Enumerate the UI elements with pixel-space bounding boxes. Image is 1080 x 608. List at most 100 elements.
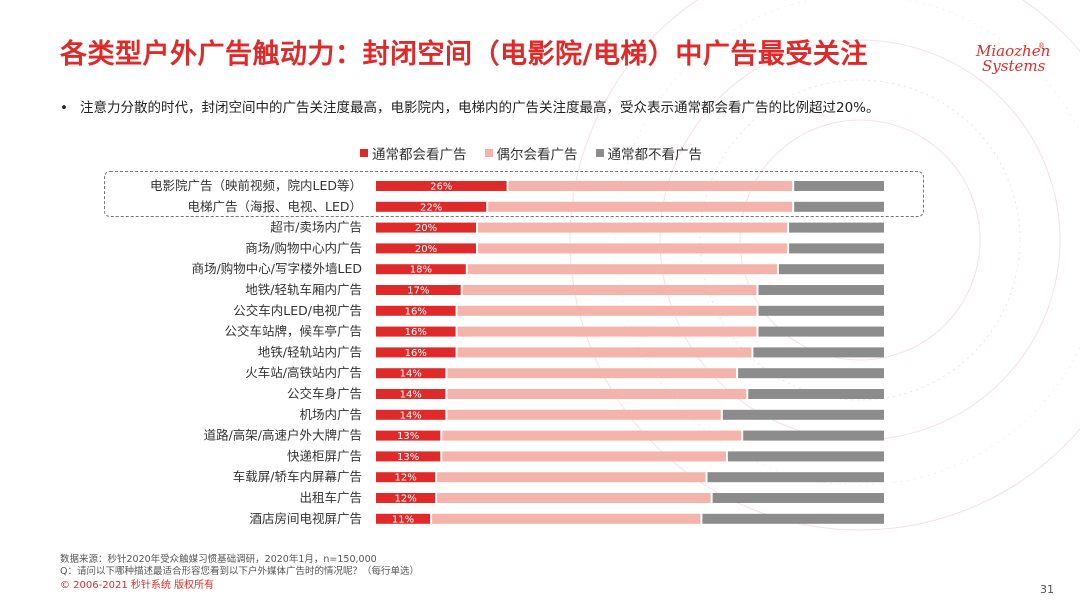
legend-item-never: 通常都不看广告 — [595, 143, 703, 163]
bar-never — [743, 430, 884, 441]
bar-never — [758, 326, 884, 337]
bar-often — [376, 201, 487, 212]
bar-sometimes — [467, 264, 777, 275]
bar-value-label: 12% — [394, 473, 416, 484]
category-label: 快递柜屏广告 — [287, 448, 362, 463]
bar-never — [707, 472, 884, 483]
bar-often — [376, 264, 466, 275]
bar-often — [376, 389, 446, 399]
legend-swatch-sometimes — [484, 149, 493, 157]
closed-space-highlight-box — [104, 171, 924, 217]
bar-often — [376, 493, 436, 503]
category-label: 电影院广告（映前视频，院内LED等） — [150, 178, 362, 193]
logo-line-1: Miaozhen — [976, 42, 1051, 60]
category-label: 机场内广告 — [299, 407, 362, 422]
bar-value-label: 16% — [405, 327, 427, 338]
bar-value-label: 14% — [400, 410, 422, 421]
bar-value-label: 22% — [420, 202, 442, 213]
legend-swatch-often — [360, 149, 368, 157]
legend-item-often: 通常都会看广告 — [360, 143, 467, 163]
legend-item-sometimes: 偶尔会看广告 — [484, 143, 578, 163]
bar-sometimes — [447, 368, 737, 379]
bar-value-label: 14% — [400, 369, 422, 380]
bar-never — [753, 347, 884, 358]
bar-sometimes — [432, 513, 701, 524]
bar-never — [722, 409, 884, 420]
bar-sometimes — [447, 409, 721, 420]
bar-sometimes — [478, 243, 788, 254]
bar-never — [794, 181, 884, 191]
bar-sometimes — [442, 430, 742, 441]
bar-value-label: 16% — [405, 306, 427, 317]
bar-sometimes — [437, 493, 711, 503]
bar-often — [376, 347, 456, 358]
bar-sometimes — [437, 472, 706, 483]
category-label: 公交车内LED/电视广告 — [233, 303, 362, 318]
chart-legend: 通常都会看广告 偶尔会看广告 通常都不看广告 — [360, 143, 702, 163]
bar-never — [727, 451, 884, 462]
bar-value-label: 13% — [397, 431, 419, 442]
category-label: 道路/高架/高速户外大牌广告 — [204, 428, 362, 443]
category-label: 地铁/轻轨站内广告 — [258, 344, 362, 359]
legend-label-never: 通常都不看广告 — [607, 147, 703, 163]
bar-sometimes — [488, 201, 793, 212]
bar-often — [376, 305, 456, 316]
category-label: 商场/购物中心内广告 — [245, 240, 362, 255]
bar-never — [758, 305, 884, 316]
company-logo: Miaozhen Systems ® — [976, 42, 1051, 74]
bar-value-label: 18% — [410, 265, 432, 276]
bar-value-label: 26% — [430, 182, 452, 193]
summary-text: 注意力分散的时代，封闭空间中的广告关注度最高，电影院内，电梯内的广告关注度最高，… — [80, 100, 880, 116]
copyright-text: © 2006-2021 秒针系统 版权所有 — [60, 580, 215, 591]
bar-value-label: 13% — [397, 452, 419, 463]
legend-swatch-never — [595, 149, 604, 157]
bar-sometimes — [478, 222, 788, 233]
bar-sometimes — [457, 347, 752, 358]
bar-sometimes — [442, 451, 726, 462]
bar-often — [376, 430, 441, 441]
category-label: 商场/购物中心/写字楼外墙LED — [192, 261, 362, 276]
bar-often — [376, 243, 476, 254]
bar-never — [748, 389, 884, 399]
category-label: 火车站/高铁站内广告 — [245, 365, 362, 380]
category-label: 公交车站牌，候车亭广告 — [224, 324, 362, 339]
bar-value-label: 16% — [405, 348, 427, 359]
bar-never — [778, 264, 884, 275]
category-label: 公交车身广告 — [287, 386, 362, 401]
bar-often — [376, 285, 461, 295]
bar-never — [794, 201, 884, 212]
category-label: 电梯广告（海报、电视、LED） — [188, 199, 363, 214]
bar-sometimes — [508, 181, 793, 191]
bar-never — [738, 368, 884, 379]
bar-sometimes — [447, 389, 747, 399]
logo-registered-mark: ® — [1038, 42, 1045, 50]
legend-label-sometimes: 偶尔会看广告 — [496, 147, 578, 163]
bar-often — [376, 326, 456, 337]
bar-never — [712, 493, 884, 503]
bar-sometimes — [457, 305, 757, 316]
bar-often — [376, 368, 446, 379]
category-label: 超市/卖场内广告 — [270, 220, 362, 235]
survey-question-note: Q：请问以下哪种描述最适合形容您看到以下户外媒体广告时的情况呢？（每行单选） — [60, 566, 419, 577]
bar-value-label: 17% — [407, 286, 429, 297]
category-label: 酒店房间电视屏广告 — [249, 511, 362, 526]
bar-never — [758, 285, 884, 295]
bar-value-label: 12% — [394, 494, 416, 505]
bar-often — [376, 222, 476, 233]
page-number: 31 — [1040, 583, 1054, 596]
bar-never — [702, 513, 884, 524]
page-title: 各类型户外广告触动力：封闭空间（电影院/电梯）中广告最受关注 — [60, 39, 868, 70]
data-source-note: 数据来源：秒针2020年受众触媒习惯基础调研，2020年1月，n=150,000 — [60, 554, 377, 565]
bar-never — [789, 222, 884, 233]
bar-sometimes — [462, 285, 757, 295]
bar-value-label: 14% — [400, 390, 422, 401]
bar-often — [376, 513, 431, 524]
bar-value-label: 20% — [415, 223, 437, 234]
bar-often — [376, 409, 446, 420]
bar-value-label: 20% — [415, 244, 437, 255]
bar-often — [376, 472, 436, 483]
bar-often — [376, 181, 507, 191]
bar-never — [789, 243, 884, 254]
bar-sometimes — [457, 326, 757, 337]
